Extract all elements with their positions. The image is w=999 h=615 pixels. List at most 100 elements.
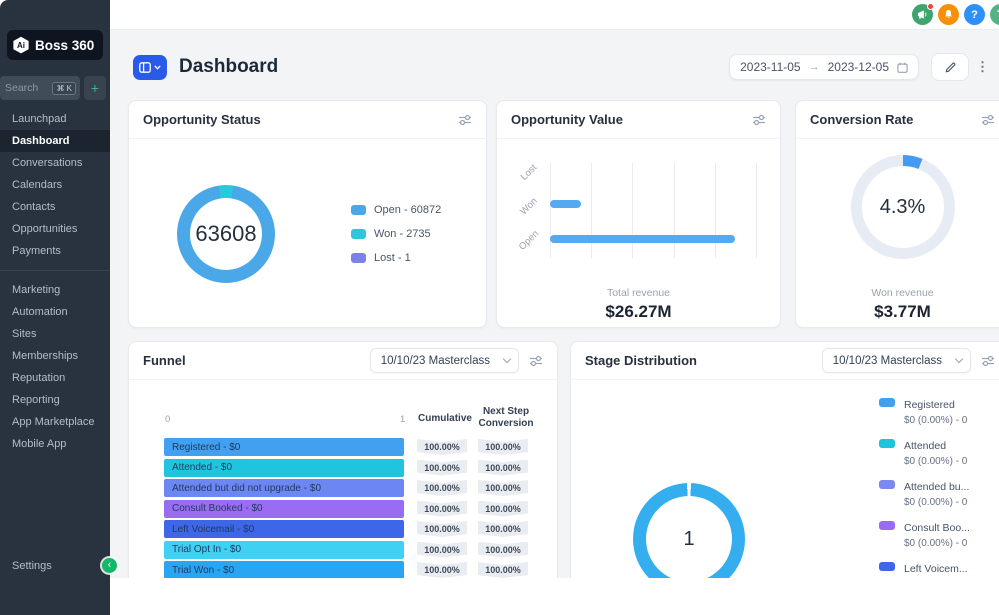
next-step-column-header: Next Step Conversion	[476, 406, 536, 429]
edit-dashboard-button[interactable]	[931, 53, 969, 81]
funnel-bar[interactable]: Consult Booked - $0	[164, 500, 404, 518]
next-step-badge: 100.00%	[478, 439, 528, 455]
notifications-button[interactable]	[938, 4, 959, 25]
chevron-down-icon	[154, 65, 161, 70]
chevron-down-icon	[503, 355, 511, 363]
funnel-bar[interactable]: Attended but did not upgrade - $0	[164, 479, 404, 497]
sidebar-item-label: Reporting	[12, 394, 60, 406]
y-category-open: Open	[513, 225, 545, 257]
sidebar-item[interactable]: Marketing	[0, 279, 110, 301]
sliders-icon[interactable]	[529, 355, 543, 367]
sliders-icon[interactable]	[458, 114, 472, 126]
quick-add-button[interactable]: +	[84, 76, 106, 100]
notification-dot	[927, 3, 934, 10]
sidebar-item[interactable]: Sites	[0, 323, 110, 345]
legend-swatch	[879, 480, 895, 489]
sidebar-item[interactable]: Calendars	[0, 174, 110, 196]
sidebar-nav-secondary: Marketing Automation Sites Memberships R…	[0, 279, 110, 455]
stage-distribution-card: Stage Distribution 10/10/23 Masterclass	[570, 341, 999, 578]
legend-item[interactable]: Lost - 1	[351, 252, 441, 264]
stage-legend-item[interactable]: Registered $0 (0.00%) - 0	[879, 395, 970, 426]
funnel-bar-label: Trial Won - $0	[172, 565, 234, 576]
dashboard-switcher-button[interactable]	[133, 55, 167, 80]
sidebar-item[interactable]: Opportunities	[0, 218, 110, 240]
sidebar-item-label: Payments	[12, 245, 61, 257]
stage-value: $0 (0.00%) - 0	[904, 456, 967, 467]
sidebar-item[interactable]: Payments	[0, 240, 110, 262]
stage-donut-center: 1	[633, 483, 745, 578]
bar-open[interactable]	[550, 235, 735, 243]
sidebar-item[interactable]: Contacts	[0, 196, 110, 218]
stage-legend-item[interactable]: Left Voicem... $0 (0.00%) - 0	[879, 559, 970, 578]
sidebar-item[interactable]: Reputation	[0, 367, 110, 389]
stage-name: Attended	[904, 440, 946, 452]
sidebar-item[interactable]: Conversations	[0, 152, 110, 174]
funnel-card: Funnel 10/10/23 Masterclass 0 1 Cum	[128, 341, 558, 578]
next-step-badge: 100.00%	[478, 521, 528, 537]
funnel-bar[interactable]: Trial Opt In - $0	[164, 541, 404, 559]
sidebar-item[interactable]: Launchpad	[0, 108, 110, 130]
stage-select[interactable]: 10/10/23 Masterclass	[822, 348, 971, 373]
sidebar-item[interactable]: Reporting	[0, 389, 110, 411]
help-button[interactable]: ?	[964, 4, 985, 25]
sidebar-item[interactable]: Mobile App	[0, 433, 110, 455]
next-step-badge: 100.00%	[478, 480, 528, 496]
opportunity-status-donut: 63608	[177, 185, 275, 283]
cumulative-badge: 100.00%	[417, 562, 467, 578]
legend-swatch	[879, 398, 895, 407]
bar-chart-plot: Lost Won Open	[550, 163, 756, 258]
sidebar-item-settings[interactable]: Settings	[0, 555, 110, 577]
legend-label: Won - 2735	[374, 228, 431, 240]
bar-won[interactable]	[550, 200, 581, 208]
sidebar-item[interactable]: Memberships	[0, 345, 110, 367]
date-range-picker[interactable]: 2023-11-05 → 2023-12-05	[729, 54, 919, 80]
header-kebab-menu[interactable]: ⋮	[976, 59, 989, 75]
funnel-bar-label: Attended but did not upgrade - $0	[172, 483, 321, 494]
card-header: Opportunity Status	[129, 101, 486, 139]
card-title: Opportunity Value	[511, 112, 623, 127]
legend-swatch	[351, 205, 366, 215]
dashboard-main: Dashboard 2023-11-05 → 2023-12-05 ⋮	[110, 30, 999, 578]
funnel-bar[interactable]: Trial Won - $0	[164, 561, 404, 578]
sidebar-item-label: Conversations	[12, 157, 82, 169]
funnel-select[interactable]: 10/10/23 Masterclass	[370, 348, 519, 373]
funnel-rows: Registered - $0 100.00% 100.00% Attended…	[164, 438, 557, 578]
question-mark-icon: ?	[971, 9, 978, 21]
sidebar-item-label: Reputation	[12, 372, 65, 384]
stage-value: $0 (0.00%) - 0	[904, 538, 970, 549]
app-logo[interactable]: Ai Boss 360	[7, 30, 103, 60]
legend-item[interactable]: Open - 60872	[351, 204, 441, 216]
stage-legend-item[interactable]: Consult Boo... $0 (0.00%) - 0	[879, 518, 970, 549]
topbar: ? T	[110, 0, 999, 30]
funnel-row: Trial Won - $0 100.00% 100.00%	[164, 561, 557, 578]
stage-legend-item[interactable]: Attended bu... $0 (0.00%) - 0	[879, 477, 970, 508]
donut-total-value: 63608	[177, 185, 275, 283]
card-header: Opportunity Value	[497, 101, 780, 139]
search-input[interactable]: Search ⌘ K	[0, 76, 80, 100]
sidebar-item-label: Launchpad	[12, 113, 66, 125]
funnel-axis-max: 1	[400, 414, 405, 425]
funnel-bar[interactable]: Attended - $0	[164, 459, 404, 477]
card-title: Opportunity Status	[143, 112, 261, 127]
legend-item[interactable]: Won - 2735	[351, 228, 441, 240]
won-revenue-label: Won revenue	[796, 287, 999, 299]
funnel-row: Attended - $0 100.00% 100.00%	[164, 459, 557, 477]
stage-name: Registered	[904, 399, 955, 411]
legend-swatch	[879, 521, 895, 530]
announcements-button[interactable]	[912, 4, 933, 25]
legend-label: Lost - 1	[374, 252, 411, 264]
sidebar-collapse-button[interactable]: ‹	[102, 558, 117, 573]
funnel-bar[interactable]: Left Voicemail - $0	[164, 520, 404, 538]
app-logo-text: Boss 360	[35, 38, 94, 53]
cumulative-badge: 100.00%	[417, 521, 467, 537]
user-avatar[interactable]: T	[990, 4, 999, 25]
sliders-icon[interactable]	[981, 355, 995, 367]
sliders-icon[interactable]	[981, 114, 995, 126]
sliders-icon[interactable]	[752, 114, 766, 126]
funnel-bar[interactable]: Registered - $0	[164, 438, 404, 456]
stage-legend-item[interactable]: Attended $0 (0.00%) - 0	[879, 436, 970, 467]
sidebar-item[interactable]: Dashboard	[0, 130, 110, 152]
opportunity-value-card: Opportunity Value Lost	[496, 100, 781, 328]
sidebar-item[interactable]: Automation	[0, 301, 110, 323]
sidebar-item[interactable]: App Marketplace	[0, 411, 110, 433]
